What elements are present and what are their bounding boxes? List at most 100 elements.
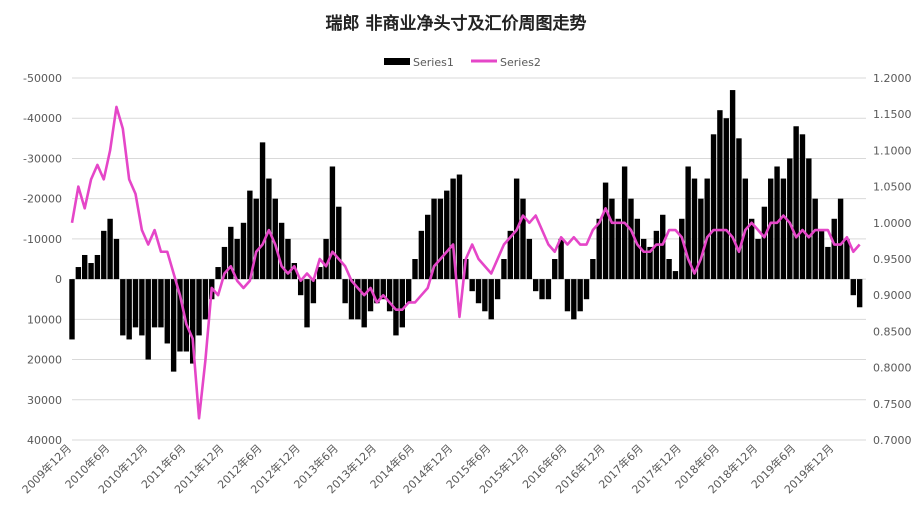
series1-bar [552,259,558,280]
series1-bar [609,198,615,280]
right-tick-label: 0.9000 [873,289,912,302]
series1-bar [132,279,139,328]
series1-bar [336,206,342,280]
series1-bar [793,126,799,280]
series1-bar [837,198,844,280]
left-tick-label: -20000 [23,193,62,206]
series2-line [70,105,861,420]
series1-bar [615,218,621,280]
right-tick-label: 1.0000 [873,217,912,230]
right-axis-ticks: 0.7000 0.7500 0.8000 0.8500 0.9000 0.9500 1.00… [873,72,912,447]
series1-bar [342,279,348,304]
legend: Series1 Series2 [384,56,541,69]
series1-bar [494,279,501,300]
series1-bar [583,279,590,300]
legend-swatch-series1 [384,58,410,65]
series1-bar [386,279,393,312]
left-tick-label: 10000 [27,313,62,326]
series1-bar [412,259,418,280]
series1-bar [183,279,190,352]
series1-bar [259,142,266,280]
series1-bar [564,279,571,312]
series1-bar [405,279,412,304]
series1-bar [590,259,596,280]
series1-bar [704,178,710,280]
series1-bar [418,230,425,280]
right-tick-label: 0.8500 [873,325,912,338]
series1-bar [151,279,158,328]
series1-bar [780,178,787,280]
series1-bar [329,166,336,280]
series1-bar [367,279,374,312]
series1-bar [768,178,774,280]
left-tick-label: 30000 [27,394,62,407]
series1-bar [831,218,837,280]
series1-bar [729,90,736,280]
series1-bar [75,267,82,280]
series1-bar [355,279,361,320]
series1-bar [736,138,742,280]
series1-bar [221,246,228,280]
right-tick-label: 0.7500 [873,398,912,411]
series1-bar [634,218,641,280]
series1-bar [469,279,475,292]
series1-bar [272,198,278,280]
series1-bar [685,166,691,280]
series1-bar [88,263,94,280]
left-tick-label: -30000 [23,152,62,165]
series1-bar [653,230,660,280]
series1-bar [596,218,602,280]
series1-bar [571,279,577,320]
series1-bar [393,279,399,336]
series1-bar [787,158,793,280]
series1-bars [69,90,863,372]
series1-bar [679,218,685,280]
left-tick-label: 0 [55,273,62,286]
right-tick-label: 1.1000 [873,144,912,157]
series1-bar [577,279,583,312]
series1-bar [761,206,768,280]
series1-bar [425,214,431,280]
series1-bar [850,279,856,296]
series1-bar [647,246,653,280]
series1-bar [806,158,812,280]
series1-bar [101,230,107,280]
series1-bar [94,254,101,280]
series1-bar [545,279,552,300]
series1-bar [297,279,304,296]
series1-bar [323,238,329,280]
legend-label-series1: Series1 [413,56,454,69]
right-tick-label: 0.7000 [873,434,912,447]
left-axis-ticks: -50000 -40000 -30000 -20000 -10000 0 10000 2000… [23,72,62,447]
series1-bar [488,279,494,320]
series1-bar [666,259,672,280]
series1-bar [278,222,285,280]
series1-bar [139,279,145,336]
series1-bar [431,198,437,280]
series1-bar [628,198,634,280]
series1-bar [361,279,367,328]
left-tick-label: -10000 [23,233,62,246]
series1-bar [748,218,755,280]
series1-bar [240,222,247,280]
series1-bar [247,190,253,280]
series1-bar [170,279,177,372]
series1-bar [501,259,507,280]
left-tick-label: -50000 [23,72,62,85]
x-axis-ticks: 2009年12月2010年6月2010年12月2011年6月2011年12月20… [19,441,836,496]
series1-bar [482,279,488,312]
series1-bar [310,279,317,304]
series1-bar [825,246,831,280]
series1-bar [69,279,75,340]
series1-bar [507,230,513,280]
series1-bar [107,218,113,280]
series1-bar [215,267,221,280]
series1-bar [533,279,539,292]
series1-bar [812,198,818,280]
series1-bar [698,198,704,280]
series1-bar [189,279,196,364]
series1-bar [202,279,209,320]
series1-bar [304,279,310,328]
series1-bar [456,174,463,280]
